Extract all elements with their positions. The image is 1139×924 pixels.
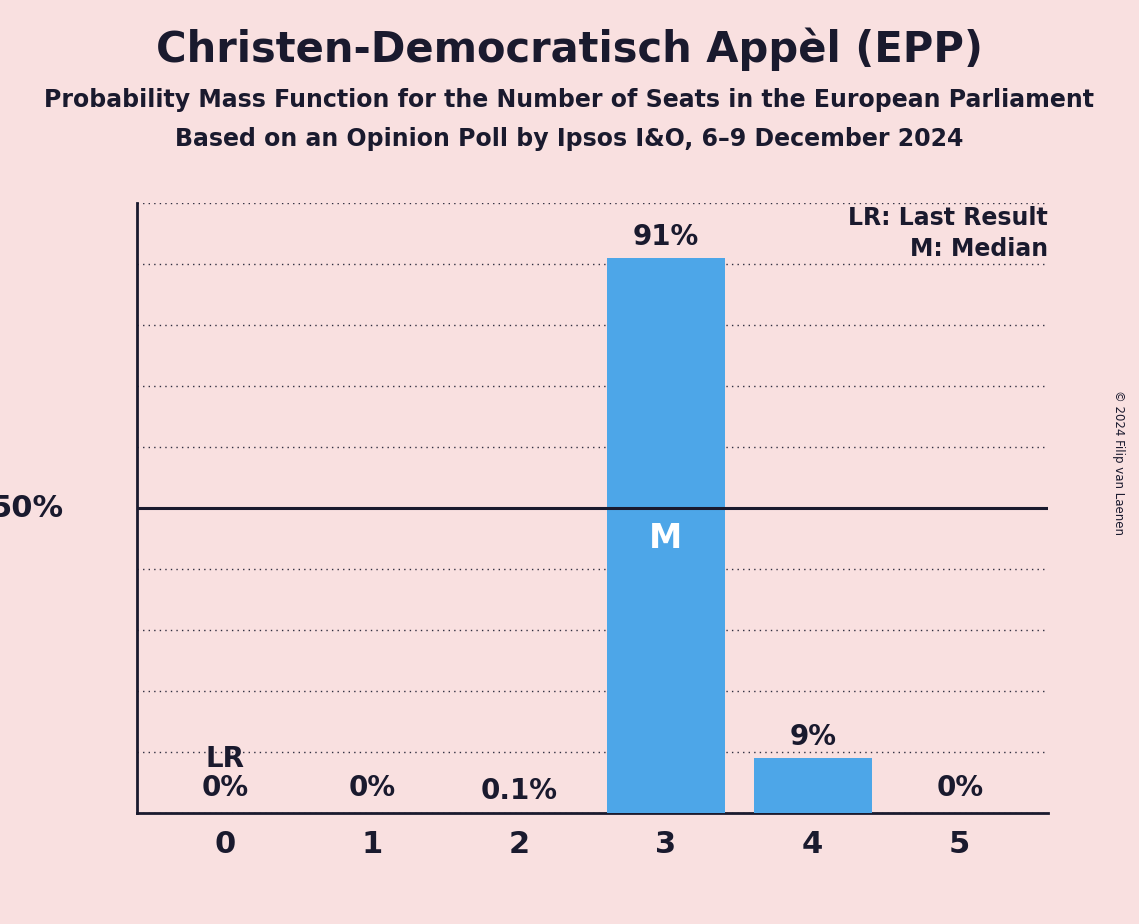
Bar [754, 759, 871, 813]
Text: © 2024 Filip van Laenen: © 2024 Filip van Laenen [1112, 390, 1125, 534]
Text: LR: Last Result: LR: Last Result [849, 206, 1048, 230]
Text: 0%: 0% [349, 774, 395, 802]
Text: Christen-Democratisch Appèl (EPP): Christen-Democratisch Appèl (EPP) [156, 28, 983, 71]
Text: M: Median: M: Median [910, 237, 1048, 261]
Text: Based on an Opinion Poll by Ipsos I&O, 6–9 December 2024: Based on an Opinion Poll by Ipsos I&O, 6… [175, 127, 964, 151]
Text: LR: LR [205, 746, 245, 773]
Text: 9%: 9% [789, 723, 836, 751]
Text: 0.1%: 0.1% [481, 777, 557, 805]
Text: Probability Mass Function for the Number of Seats in the European Parliament: Probability Mass Function for the Number… [44, 88, 1095, 112]
Text: M: M [649, 522, 682, 555]
Text: 50%: 50% [0, 493, 64, 523]
Bar [607, 258, 724, 813]
Text: 91%: 91% [632, 223, 699, 250]
Text: 0%: 0% [936, 774, 983, 802]
Text: 0%: 0% [202, 774, 248, 802]
